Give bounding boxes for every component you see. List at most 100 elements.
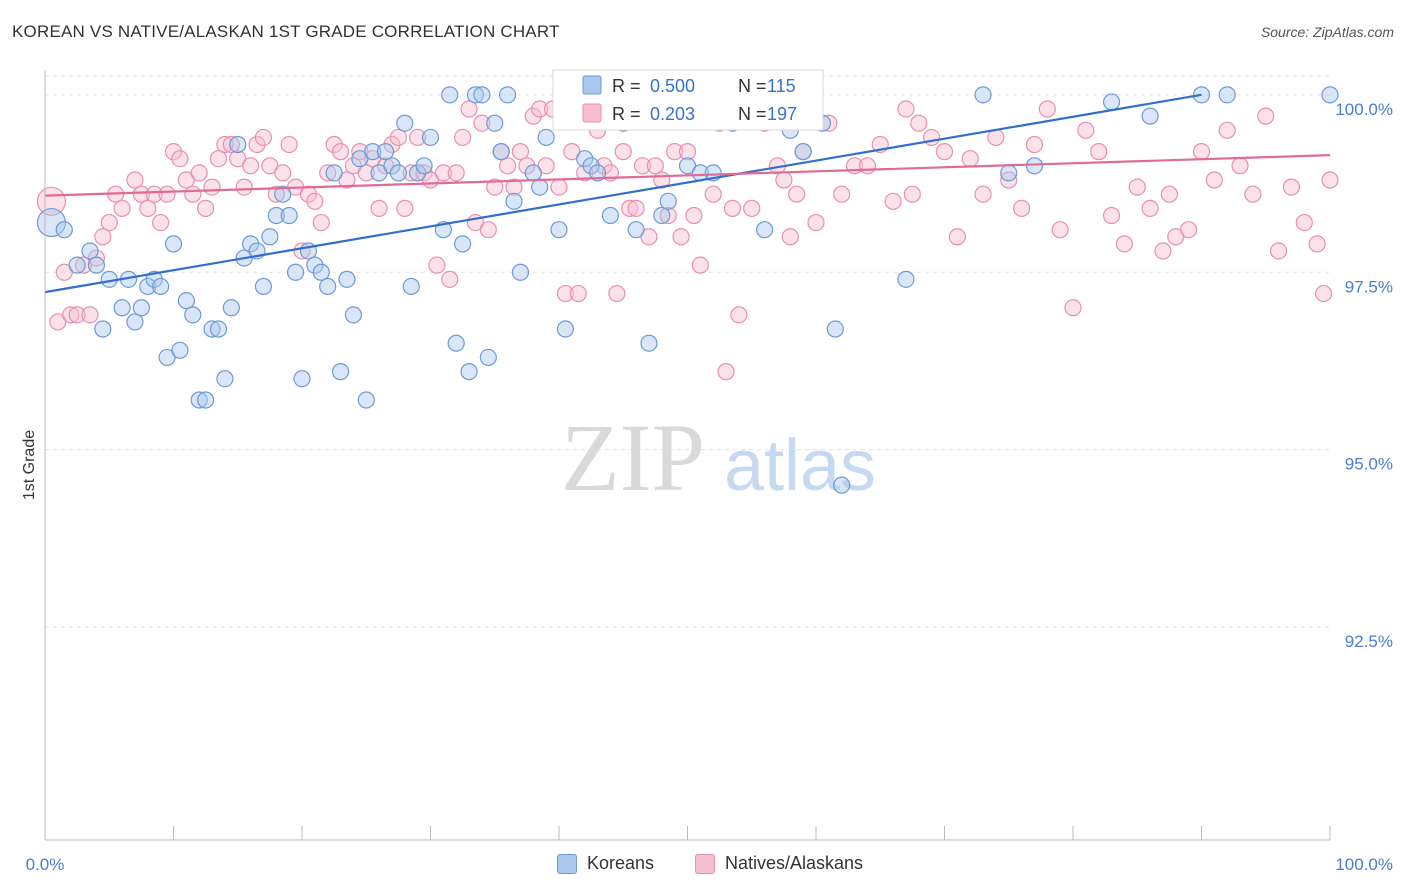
point-natives bbox=[1295, 213, 1313, 232]
point-natives bbox=[1000, 171, 1018, 189]
legend-swatch-koreans bbox=[582, 75, 602, 95]
point-natives bbox=[319, 164, 337, 182]
point-koreans bbox=[499, 86, 517, 104]
point-natives bbox=[428, 256, 446, 274]
point-natives bbox=[171, 150, 189, 168]
point-koreans bbox=[897, 270, 915, 288]
point-natives bbox=[524, 107, 542, 125]
point-natives bbox=[576, 164, 594, 182]
point-natives bbox=[781, 228, 799, 246]
point-koreans bbox=[312, 263, 330, 281]
point-natives bbox=[1038, 100, 1056, 118]
y-tick-label: 100.0% bbox=[1335, 100, 1393, 119]
point-koreans bbox=[389, 164, 407, 182]
source-note: Source: ZipAtlas.com bbox=[1260, 24, 1394, 40]
point-natives bbox=[473, 114, 491, 132]
point-koreans bbox=[306, 256, 324, 274]
point-koreans bbox=[319, 277, 337, 296]
point-natives bbox=[1257, 107, 1275, 125]
point-koreans bbox=[588, 164, 607, 182]
point-natives bbox=[903, 185, 921, 203]
point-natives bbox=[1064, 299, 1082, 317]
point-natives bbox=[145, 185, 163, 203]
legend-item-koreans: Koreans bbox=[557, 853, 654, 874]
point-koreans bbox=[441, 86, 459, 104]
point-natives bbox=[203, 178, 221, 196]
point-koreans bbox=[466, 86, 485, 104]
point-koreans bbox=[87, 256, 106, 274]
point-natives bbox=[460, 100, 478, 118]
point-koreans bbox=[974, 86, 992, 104]
point-natives bbox=[434, 164, 452, 182]
point-natives bbox=[672, 228, 690, 246]
point-natives bbox=[1314, 284, 1333, 303]
point-natives bbox=[139, 199, 157, 217]
point-natives bbox=[331, 143, 350, 161]
point-natives bbox=[505, 178, 523, 196]
stats-legend: R = 0.500 N = 115 R = 0.203 N = 197 bbox=[552, 69, 824, 131]
point-natives bbox=[1308, 235, 1326, 253]
point-natives bbox=[370, 199, 388, 217]
legend-n-value-koreans: 115 bbox=[767, 76, 796, 96]
point-natives bbox=[788, 185, 806, 203]
point-koreans bbox=[1141, 107, 1159, 125]
point-koreans bbox=[209, 320, 228, 338]
point-natives bbox=[113, 199, 131, 217]
point-koreans bbox=[1025, 157, 1044, 175]
point-natives bbox=[383, 135, 401, 154]
legend-r-label-2: R = bbox=[612, 104, 641, 124]
point-koreans bbox=[755, 221, 774, 239]
point-koreans bbox=[1321, 86, 1339, 104]
y-tick-label: 95.0% bbox=[1345, 455, 1393, 474]
legend-n-value-natives: 197 bbox=[767, 104, 797, 124]
point-natives bbox=[910, 114, 928, 132]
point-natives bbox=[807, 213, 825, 232]
point-natives bbox=[884, 192, 902, 210]
point-natives bbox=[1128, 178, 1146, 196]
point-natives bbox=[678, 143, 697, 161]
point-natives bbox=[164, 143, 183, 161]
legend-swatch-natives-bottom bbox=[695, 853, 715, 874]
point-natives bbox=[280, 135, 298, 154]
point-natives bbox=[1218, 121, 1236, 139]
point-natives bbox=[242, 157, 260, 175]
point-koreans bbox=[338, 270, 356, 288]
point-koreans bbox=[402, 277, 420, 296]
point-natives bbox=[923, 128, 941, 147]
point-koreans bbox=[36, 207, 67, 238]
point-koreans bbox=[274, 185, 292, 203]
point-natives bbox=[1192, 143, 1211, 161]
point-natives bbox=[190, 164, 208, 182]
point-natives bbox=[254, 128, 273, 147]
y-axis-label: 1st Grade bbox=[21, 430, 38, 500]
point-koreans bbox=[81, 242, 99, 260]
point-koreans bbox=[280, 206, 298, 225]
point-natives bbox=[126, 171, 144, 189]
point-koreans bbox=[492, 143, 510, 161]
point-natives bbox=[1282, 178, 1301, 196]
point-koreans bbox=[55, 221, 73, 239]
point-koreans bbox=[511, 263, 530, 281]
point-natives bbox=[1077, 121, 1095, 139]
point-natives bbox=[132, 185, 150, 203]
point-natives bbox=[100, 213, 118, 232]
point-koreans bbox=[627, 221, 645, 239]
point-koreans bbox=[473, 86, 491, 104]
legend-r-value-natives: 0.203 bbox=[650, 104, 695, 124]
trendline-koreans bbox=[44, 93, 1202, 294]
point-natives bbox=[274, 164, 292, 182]
point-koreans bbox=[601, 206, 620, 225]
legend-r-label: R = bbox=[612, 76, 641, 96]
y-tick-label: 92.5% bbox=[1345, 632, 1393, 651]
point-koreans bbox=[229, 135, 247, 154]
legend-swatch-koreans-bottom bbox=[557, 853, 577, 874]
point-natives bbox=[550, 178, 568, 196]
point-natives bbox=[531, 100, 549, 118]
point-koreans bbox=[164, 235, 183, 253]
point-natives bbox=[158, 185, 176, 203]
point-koreans bbox=[550, 221, 568, 239]
point-natives bbox=[248, 135, 266, 154]
point-natives bbox=[1321, 171, 1339, 189]
point-natives bbox=[447, 164, 465, 182]
